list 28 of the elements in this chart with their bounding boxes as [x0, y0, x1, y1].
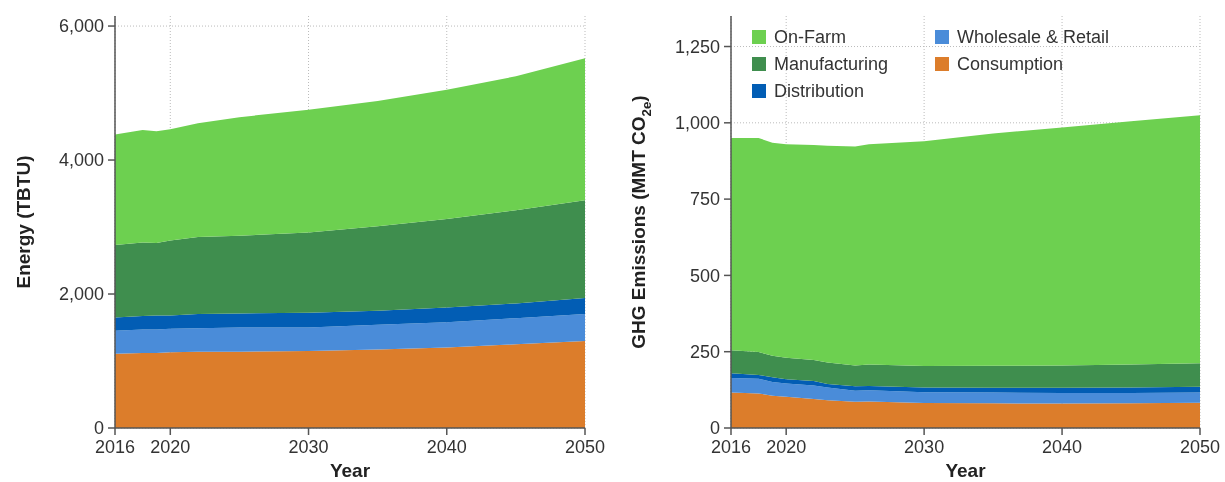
y-tick-label: 4,000 [58, 150, 104, 171]
y-tick-label: 1,000 [674, 113, 720, 134]
x-tick-label: 2030 [904, 437, 945, 457]
legend-label: Wholesale & Retail [957, 27, 1110, 47]
y-tick-label: 1,250 [674, 36, 720, 57]
legend-label: On-Farm [774, 27, 846, 47]
x-tick-label: 2016 [94, 437, 136, 457]
x-tick-label: 2040 [426, 437, 467, 457]
x-tick-label: 2050 [564, 437, 606, 457]
x-tick-label: 2050 [1179, 437, 1221, 457]
x-tick-label: 2020 [766, 437, 807, 457]
y-tick-label: 0 [709, 418, 720, 439]
x-tick-label: 2016 [710, 437, 752, 457]
y-tick-label: 500 [689, 265, 720, 286]
x-axis-title: Year [329, 460, 371, 481]
y-tick-label: 6,000 [58, 16, 104, 37]
legend-label: Consumption [957, 54, 1064, 74]
y-axis-title: Energy (TBTU) [13, 155, 35, 289]
y-tick-label: 750 [689, 189, 720, 210]
y-tick-label: 2,000 [58, 284, 104, 305]
x-axis-title: Year [945, 460, 987, 481]
x-tick-label: 2030 [288, 437, 329, 457]
legend-label: Manufacturing [774, 54, 889, 74]
x-tick-label: 2020 [150, 437, 191, 457]
x-tick-label: 2040 [1042, 437, 1083, 457]
legend-label: Distribution [774, 81, 865, 101]
y-tick-label: 250 [689, 342, 720, 362]
y-tick-label: 0 [93, 418, 104, 439]
